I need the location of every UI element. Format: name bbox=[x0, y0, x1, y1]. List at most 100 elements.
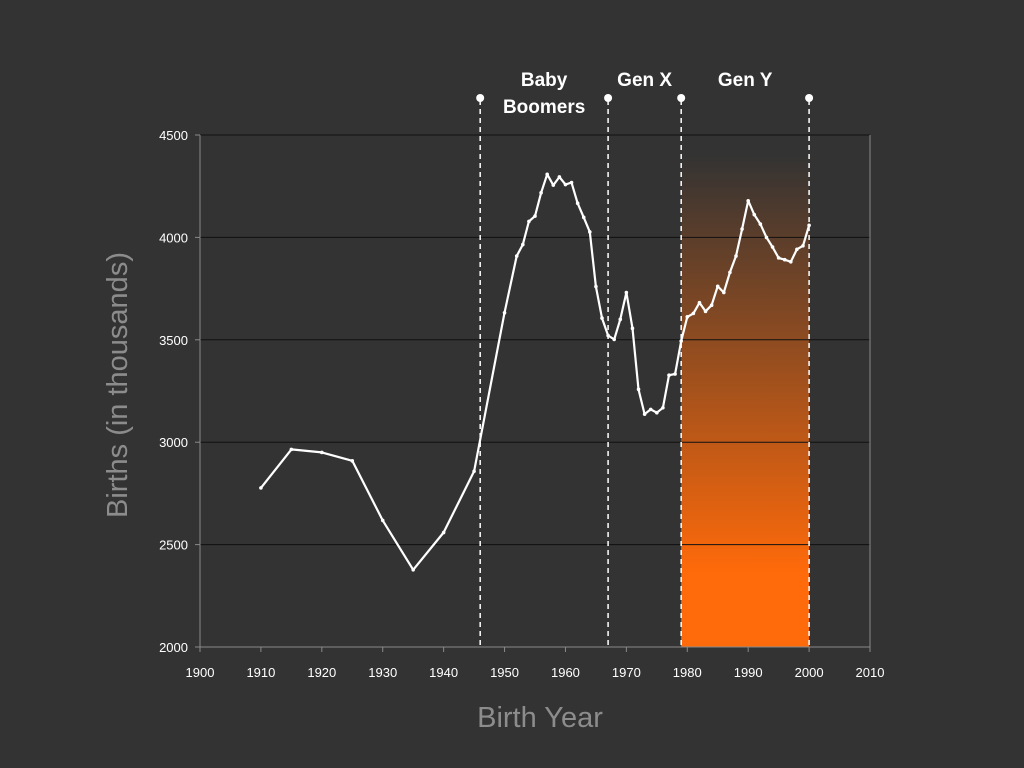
data-point bbox=[545, 172, 549, 177]
generation-boundary-marker bbox=[604, 94, 613, 102]
y-axis-title: Births (in thousands) bbox=[102, 252, 134, 518]
data-point bbox=[789, 259, 793, 264]
data-point bbox=[740, 227, 744, 231]
gen-y-highlight-layer bbox=[681, 155, 810, 647]
data-point bbox=[569, 180, 574, 185]
generation-label-line: Gen X bbox=[617, 70, 672, 91]
data-point bbox=[703, 309, 708, 314]
data-point bbox=[746, 198, 750, 203]
x-tick-label: 1920 bbox=[307, 665, 336, 680]
data-point bbox=[648, 407, 653, 412]
data-point bbox=[795, 247, 799, 252]
tick-labels: 2000 2500 3000 3500 4000 4500 1900 1910 1920 1930… bbox=[159, 128, 884, 680]
y-tick-label: 4000 bbox=[159, 230, 188, 245]
generation-labels: Baby Boomers Gen X Gen Y bbox=[503, 70, 773, 118]
data-point bbox=[661, 405, 665, 410]
data-point bbox=[594, 284, 598, 289]
data-point bbox=[630, 326, 635, 331]
data-point bbox=[697, 300, 702, 305]
data-point bbox=[563, 182, 568, 187]
data-point bbox=[527, 219, 531, 224]
data-point bbox=[801, 243, 805, 248]
data-point bbox=[289, 447, 294, 452]
series-line bbox=[259, 173, 811, 571]
data-point bbox=[581, 215, 586, 220]
data-point bbox=[521, 242, 525, 247]
axes bbox=[195, 134, 871, 652]
data-point bbox=[612, 337, 616, 342]
x-tick-label: 1930 bbox=[368, 665, 397, 680]
x-tick-label: 1970 bbox=[612, 665, 641, 680]
data-point bbox=[679, 339, 683, 343]
generation-label-line: Gen Y bbox=[718, 70, 773, 91]
generation-label: Gen X bbox=[617, 70, 672, 91]
generation-boundary-marker bbox=[805, 94, 814, 102]
data-point bbox=[691, 311, 696, 316]
data-point bbox=[734, 254, 738, 258]
data-point bbox=[600, 316, 604, 320]
data-point bbox=[782, 257, 787, 262]
data-point bbox=[655, 410, 659, 415]
data-point bbox=[320, 450, 324, 455]
data-point bbox=[752, 212, 757, 217]
x-tick-label: 2010 bbox=[856, 665, 885, 680]
data-point bbox=[770, 245, 775, 249]
data-point bbox=[557, 175, 562, 179]
data-point bbox=[533, 214, 537, 218]
generation-boundary-marker bbox=[677, 94, 686, 102]
data-point bbox=[411, 567, 415, 572]
data-point bbox=[441, 530, 446, 535]
data-point bbox=[624, 290, 629, 295]
x-axis-title: Birth Year bbox=[477, 702, 603, 734]
data-point bbox=[685, 315, 690, 319]
y-tick-label: 3500 bbox=[159, 333, 188, 348]
generation-label-line: Boomers bbox=[503, 97, 585, 118]
data-point bbox=[764, 235, 769, 240]
y-tick-label: 3000 bbox=[159, 435, 188, 450]
x-tick-label: 1960 bbox=[551, 665, 580, 680]
generation-boundary-marker bbox=[476, 94, 485, 102]
generation-label: Gen Y bbox=[718, 70, 773, 91]
x-tick-label: 1910 bbox=[246, 665, 275, 680]
x-tick-label: 2000 bbox=[795, 665, 824, 680]
data-point bbox=[709, 303, 714, 307]
data-point bbox=[472, 469, 476, 474]
data-point bbox=[722, 290, 726, 295]
data-point bbox=[551, 183, 556, 187]
x-tick-label: 1900 bbox=[186, 665, 215, 680]
data-point bbox=[350, 459, 355, 463]
data-point bbox=[380, 518, 385, 523]
x-tick-label: 1950 bbox=[490, 665, 519, 680]
y-tick-label: 4500 bbox=[159, 128, 188, 143]
y-tick-label: 2500 bbox=[159, 538, 188, 553]
generation-label-line: Baby bbox=[521, 70, 568, 91]
data-point bbox=[667, 373, 671, 378]
gen-y-highlight-band bbox=[681, 155, 810, 647]
data-point bbox=[642, 412, 647, 416]
x-tick-label: 1980 bbox=[673, 665, 702, 680]
data-point bbox=[259, 486, 263, 490]
data-point bbox=[776, 256, 781, 260]
data-point bbox=[715, 284, 720, 289]
data-point bbox=[807, 223, 811, 228]
generation-label: Baby Boomers bbox=[503, 70, 585, 118]
data-point bbox=[636, 387, 641, 392]
data-point bbox=[618, 317, 623, 322]
generation-boundaries bbox=[476, 94, 814, 647]
data-point bbox=[606, 333, 610, 338]
data-point bbox=[502, 310, 507, 315]
x-tick-label: 1940 bbox=[429, 665, 458, 680]
data-point bbox=[758, 222, 763, 226]
data-point bbox=[728, 270, 732, 275]
data-point bbox=[539, 190, 543, 195]
y-tick-label: 2000 bbox=[159, 640, 188, 655]
data-point bbox=[588, 230, 592, 234]
data-point bbox=[575, 201, 580, 205]
data-point bbox=[514, 254, 519, 258]
gridlines bbox=[200, 134, 870, 546]
series-layer bbox=[259, 172, 811, 572]
data-point bbox=[673, 372, 677, 376]
x-tick-label: 1990 bbox=[734, 665, 763, 680]
